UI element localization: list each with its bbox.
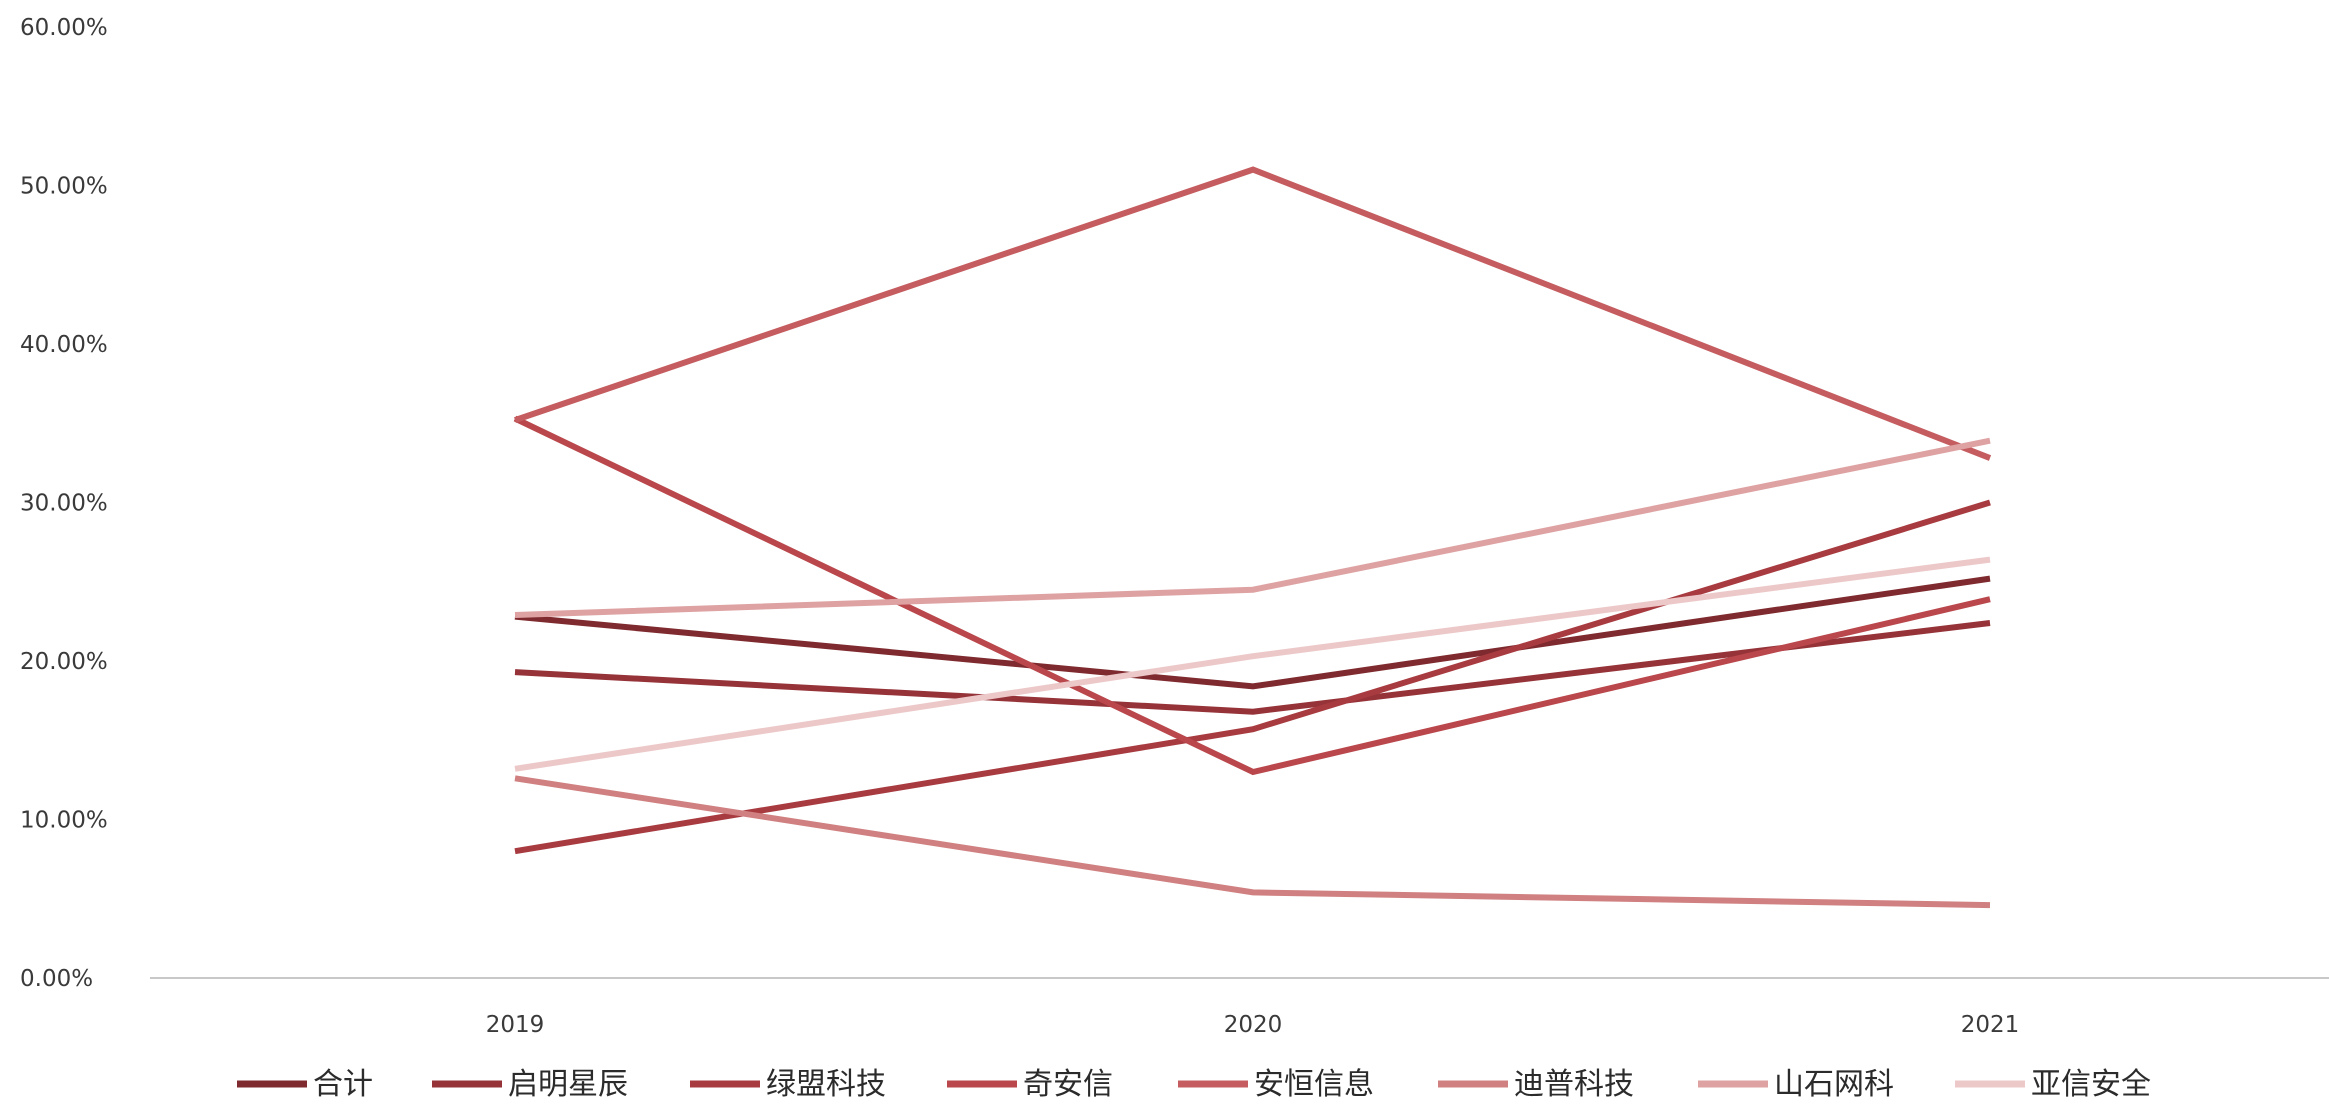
x-tick-label: 2020 [1224, 1012, 1283, 1038]
legend-label: 绿盟科技 [766, 1067, 886, 1102]
series-line-4 [514, 166, 1992, 461]
y-axis-tick-labels: 0.00% 10.00% 20.00% 30.00% 40.00% 50.00% 60.00… [20, 15, 108, 992]
series-lines [513, 166, 1992, 909]
legend-label: 安恒信息 [1254, 1067, 1374, 1102]
legend-item: 山石网科 [1698, 1067, 1894, 1102]
legend-item: 迪普科技 [1438, 1067, 1634, 1102]
series-line-3 [513, 415, 1991, 776]
legend-label: 启明星辰 [508, 1067, 628, 1102]
legend-item: 绿盟科技 [690, 1067, 886, 1102]
x-tick-label: 2021 [1961, 1012, 2020, 1038]
legend-item: 合计 [237, 1067, 373, 1102]
series-line-1 [514, 620, 1991, 715]
legend-item: 亚信安全 [1955, 1067, 2151, 1102]
y-tick-label: 20.00% [20, 649, 108, 675]
y-tick-label: 0.00% [20, 966, 93, 992]
legend-item: 奇安信 [947, 1067, 1113, 1102]
legend-label: 迪普科技 [1514, 1067, 1634, 1102]
x-tick-label: 2019 [486, 1012, 545, 1038]
y-tick-label: 30.00% [20, 491, 108, 517]
legend-item: 安恒信息 [1178, 1067, 1374, 1102]
x-axis-tick-labels: 2019 2020 2021 [486, 1012, 2020, 1038]
series-line-2 [514, 499, 1991, 855]
series-line-7 [514, 556, 1991, 772]
series-line-5 [514, 775, 1991, 909]
legend-item: 启明星辰 [432, 1067, 628, 1102]
legend-label: 奇安信 [1023, 1067, 1113, 1102]
series-line-0 [514, 575, 1991, 690]
legend: 合计 启明星辰 绿盟科技 奇安信 安恒信息 迪普科技 山石网科 亚信安全 [237, 1067, 2151, 1102]
legend-label: 亚信安全 [2031, 1067, 2151, 1102]
y-tick-label: 10.00% [20, 808, 108, 834]
y-tick-label: 60.00% [20, 15, 108, 41]
legend-label: 山石网科 [1774, 1067, 1894, 1102]
y-tick-label: 40.00% [20, 332, 108, 358]
series-line-6 [514, 437, 1991, 618]
legend-label: 合计 [313, 1067, 373, 1102]
y-tick-label: 50.00% [20, 174, 108, 200]
